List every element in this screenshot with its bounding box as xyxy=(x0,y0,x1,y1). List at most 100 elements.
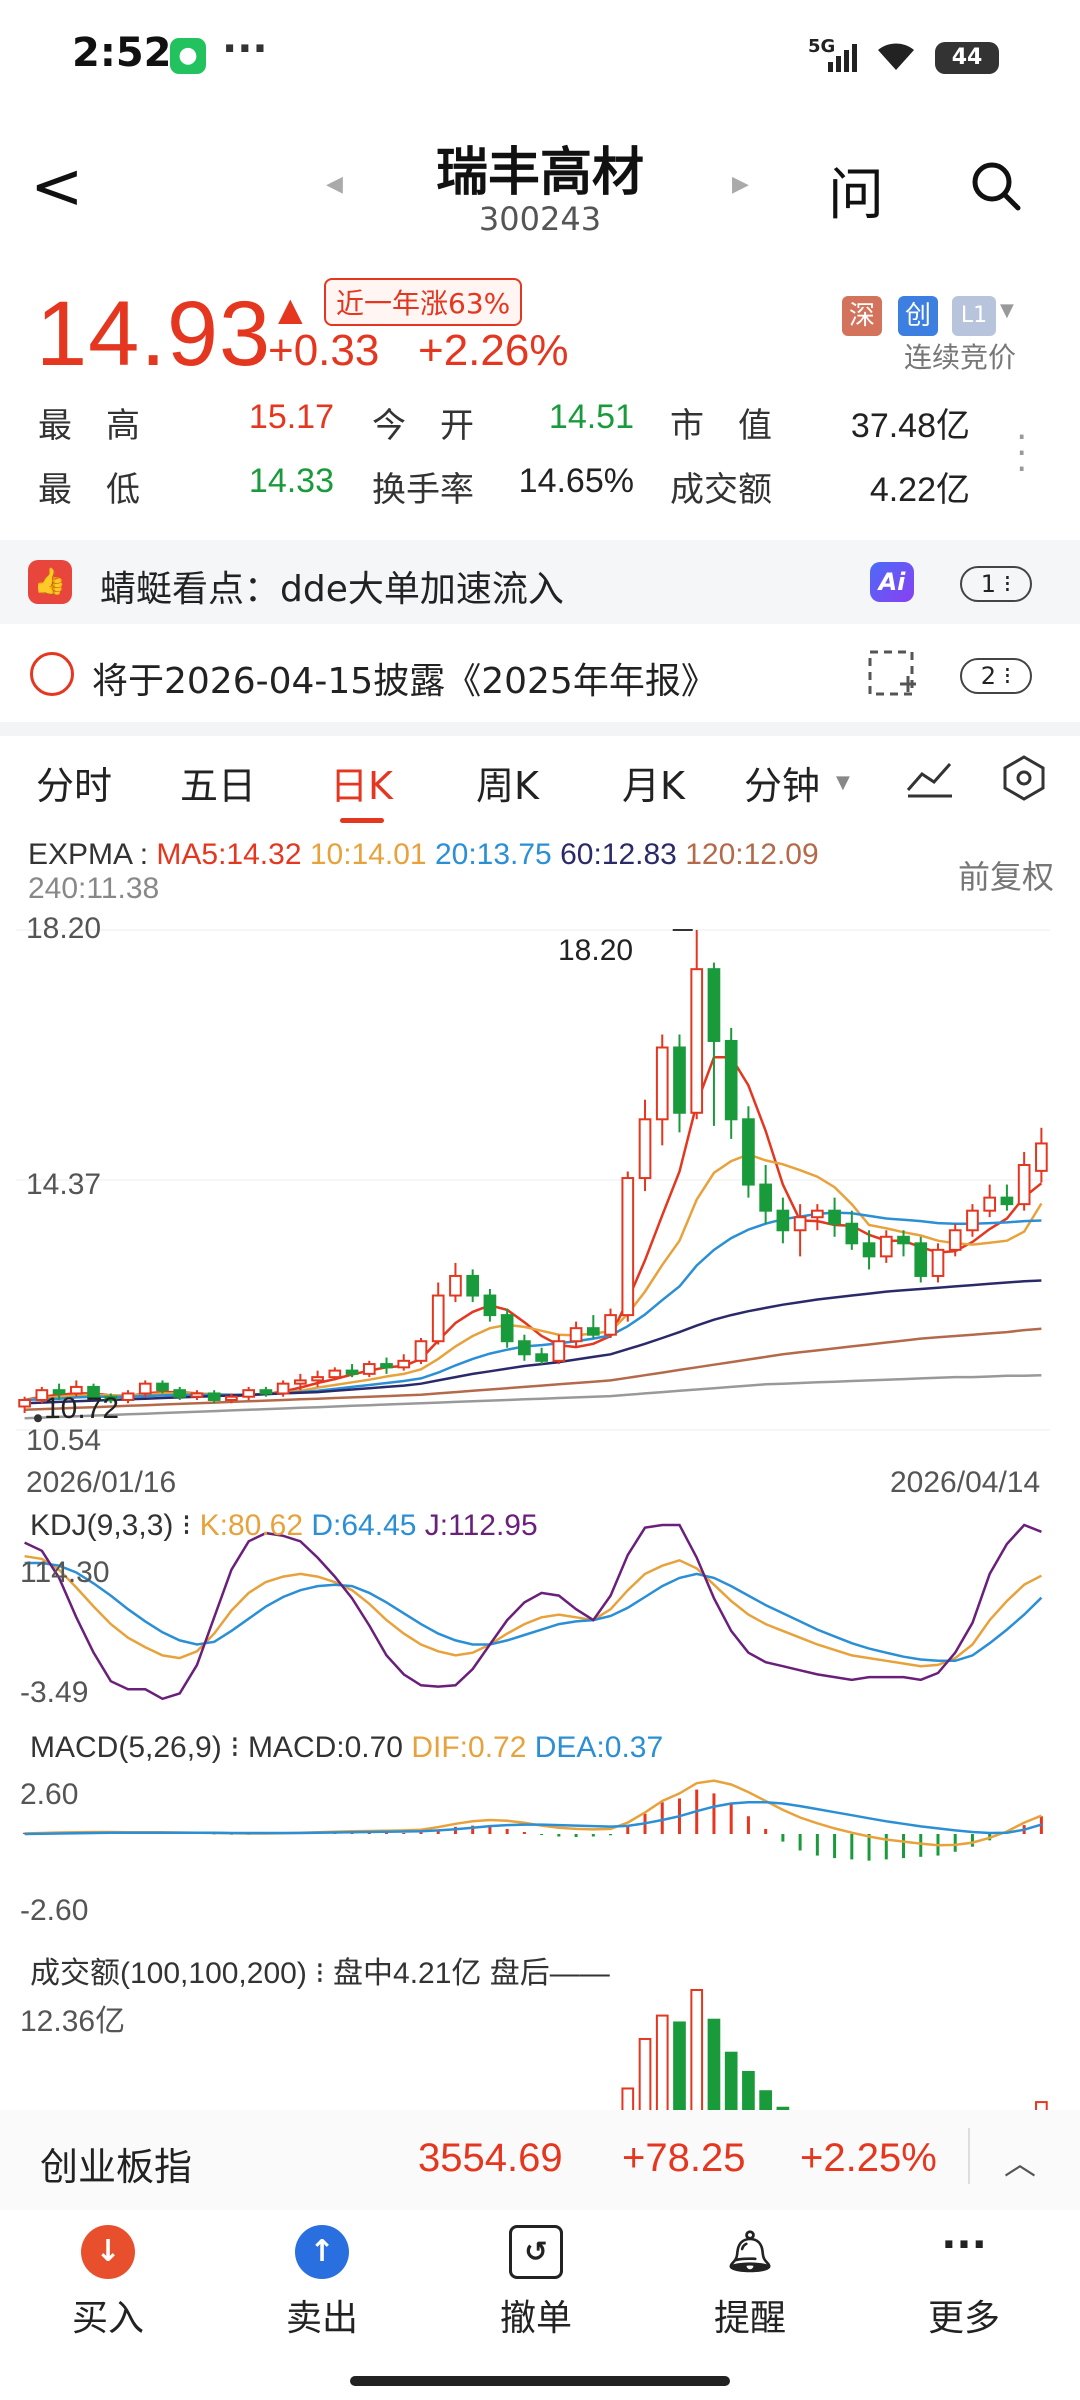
tab-weekly-k[interactable]: 周K xyxy=(476,764,539,808)
candle-body xyxy=(793,1216,807,1232)
ma-line-ma120 xyxy=(24,1327,1042,1412)
insight-count-pill[interactable]: 1 ⁝ xyxy=(960,566,1032,602)
ask-button[interactable]: 问 xyxy=(828,163,884,228)
candle-body xyxy=(604,1314,617,1336)
volume-legend[interactable]: 成交额(100,100,200) ⁝ 盘中4.21亿 盘后—— xyxy=(30,1957,610,1990)
candle-body xyxy=(621,1177,635,1317)
volume-bar xyxy=(638,2037,652,2110)
auction-status: 连续竞价 xyxy=(904,341,1017,374)
down-arrow-icon: ↓ xyxy=(81,2225,135,2279)
more-status-icon: ··· xyxy=(222,26,268,72)
insight-text[interactable]: 蜻蜓看点：dde大单加速流入 xyxy=(100,569,564,610)
status-time: 2:52 xyxy=(72,30,172,76)
expma-legend[interactable]: EXPMA : MA5:14.32 10:14.01 20:13.75 60:1… xyxy=(28,838,819,871)
candle-body xyxy=(879,1235,893,1258)
add-to-calendar-icon[interactable] xyxy=(866,648,918,700)
chevron-down-icon[interactable]: ▼ xyxy=(1000,300,1014,321)
x-start-date: 2026/01/16 xyxy=(26,1466,177,1499)
prev-stock-icon[interactable]: ◀ xyxy=(326,172,343,197)
candle-body xyxy=(328,1369,342,1379)
price-change-pct: +2.26% xyxy=(418,326,569,375)
volume-bar xyxy=(759,2090,772,2110)
candle-body xyxy=(966,1209,979,1232)
insight-count: 1 xyxy=(980,570,996,598)
candle-body xyxy=(431,1294,445,1343)
kdj-legend[interactable]: KDJ(9,3,3) ⁝ K:80.62 D:64.45 J:112.95 xyxy=(30,1509,538,1542)
index-bar[interactable] xyxy=(0,2110,1080,2210)
tab-intraday[interactable]: 分时 xyxy=(36,764,113,808)
k-line-chart[interactable] xyxy=(0,900,1080,2110)
volume-extra: 盘中4.21亿 盘后—— xyxy=(333,1957,610,1990)
candle-body xyxy=(156,1382,169,1392)
stock-name: 瑞丰高材 xyxy=(435,143,644,203)
volume-bar xyxy=(655,2014,669,2110)
event-banner[interactable] xyxy=(0,632,1080,716)
sell-label: 卖出 xyxy=(285,2298,358,2339)
candle-body xyxy=(707,968,721,1042)
stat-value-high: 15.17 xyxy=(248,398,334,436)
stat-label-open: 今 开 xyxy=(372,406,474,446)
more-button[interactable]: ··· 更多 xyxy=(894,2225,1034,2341)
chevron-up-icon[interactable]: ︿ xyxy=(1004,2144,1037,2182)
macd-legend[interactable]: MACD(5,26,9) ⁝ MACD:0.70 DIF:0.72 DEA:0.… xyxy=(30,1731,664,1764)
expma-ma20: 20:13.75 xyxy=(434,838,552,871)
candle-body xyxy=(500,1314,514,1343)
macd-line-dif xyxy=(24,1779,1042,1847)
back-button[interactable]: < xyxy=(30,150,84,224)
buy-button[interactable]: ↓ 买入 xyxy=(38,2225,178,2341)
event-text[interactable]: 将于2026-04-15披露《2025年年报》 xyxy=(92,661,717,702)
candle-body xyxy=(759,1183,772,1212)
current-price: 14.93 xyxy=(36,283,272,385)
kdj-y-top: 114.30 xyxy=(20,1556,110,1589)
tab-minute[interactable]: 分钟 xyxy=(744,764,821,808)
volume-bar xyxy=(776,2106,790,2110)
candle-body xyxy=(449,1274,462,1297)
event-count-pill[interactable]: 2 ⁝ xyxy=(960,658,1032,694)
cancel-order-button[interactable]: ↺ 撤单 xyxy=(466,2225,606,2341)
hexagon-settings-icon[interactable] xyxy=(1000,754,1048,802)
expma-title: EXPMA xyxy=(28,838,132,871)
tab-monthly-k[interactable]: 月K xyxy=(622,764,685,808)
active-tab-indicator xyxy=(340,818,384,823)
calendar-icon xyxy=(30,652,74,696)
stat-label-amount: 成交额 xyxy=(670,470,772,510)
y-tick-mid: 14.37 xyxy=(26,1168,102,1201)
kdj-line-j xyxy=(24,1523,1042,1701)
tag-level1[interactable]: L1 xyxy=(952,296,996,336)
candle-body xyxy=(535,1353,548,1362)
alert-button[interactable]: 🔔︎ 提醒 xyxy=(680,2225,820,2341)
candle-body xyxy=(983,1196,997,1212)
home-indicator[interactable] xyxy=(350,2376,730,2386)
battery-indicator: 44 xyxy=(935,42,999,74)
cancel-order-label: 撤单 xyxy=(499,2298,572,2339)
next-stock-icon[interactable]: ▶ xyxy=(732,172,749,197)
candle-body xyxy=(414,1340,428,1362)
year-change-badge[interactable]: 近一年涨63% xyxy=(324,278,523,326)
chart-settings-icon[interactable] xyxy=(904,756,956,800)
more-stats-icon[interactable]: · · · xyxy=(1016,417,1028,490)
candle-body xyxy=(914,1242,928,1277)
candle-body xyxy=(776,1209,790,1232)
alert-label: 提醒 xyxy=(713,2298,786,2339)
volume-bar xyxy=(1035,2101,1048,2110)
ai-icon[interactable]: Ai xyxy=(870,562,914,602)
candle-body xyxy=(1000,1196,1014,1206)
minute-dropdown-icon[interactable]: ▼ xyxy=(836,772,850,793)
candle-body xyxy=(518,1340,531,1356)
stat-value-turnover: 14.65% xyxy=(518,462,634,500)
candle-body xyxy=(362,1363,376,1375)
tab-daily-k[interactable]: 日K xyxy=(330,764,393,808)
candle-body xyxy=(811,1209,824,1219)
tab-five-day[interactable]: 五日 xyxy=(180,764,257,808)
candle-body xyxy=(397,1359,411,1369)
stat-value-low: 14.33 xyxy=(248,462,334,500)
candle-body xyxy=(294,1379,307,1385)
sell-button[interactable]: ↑ 卖出 xyxy=(252,2225,392,2341)
search-icon[interactable] xyxy=(970,160,1022,212)
macd-title: MACD(5,26,9) xyxy=(30,1731,222,1764)
ma-line-240 xyxy=(24,1373,1042,1420)
expma-ma120: 120:12.09 xyxy=(685,838,819,871)
adjust-mode[interactable]: 前复权 xyxy=(958,858,1055,896)
tag-chinext: 创 xyxy=(898,296,938,336)
y-tick-top: 18.20 xyxy=(26,912,102,945)
